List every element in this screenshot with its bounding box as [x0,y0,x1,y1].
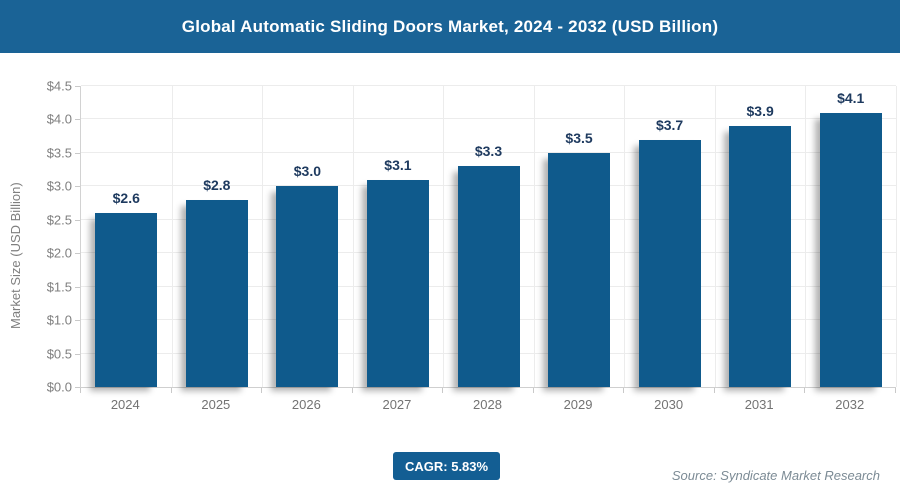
x-tick-label-2032: 2032 [835,397,865,412]
x-tick-mark [713,388,715,393]
x-tick-label-2031: 2031 [744,397,774,412]
bar-value-label-2025: $2.8 [203,176,231,193]
y-tick-label: $2.0 [46,245,72,261]
source-text: Source: Syndicate Market Research [671,468,880,483]
y-tick-label: $1.5 [46,279,72,295]
y-tick-mark [75,253,80,255]
gridline-horizontal [81,85,896,86]
x-tick-mark [623,388,625,393]
x-tick-mark [170,388,172,393]
bar-2030 [638,139,701,387]
bar-2032 [819,112,882,387]
gridline-horizontal [81,118,896,120]
x-tick-label-2026: 2026 [291,397,321,412]
bar-value-label-2030: $3.7 [655,116,684,133]
x-tick-label-2027: 2027 [382,397,412,412]
gridline-vertical [262,86,264,387]
x-tick-label-2025: 2025 [201,397,231,412]
bar-value-label-2026: $3.0 [293,163,321,180]
y-tick-mark [75,353,80,355]
bar-value-label-2028: $3.3 [474,143,503,160]
y-tick-label: $3.5 [46,145,72,161]
y-tick-label: $4.0 [46,111,72,127]
x-tick-label-2030: 2030 [654,397,684,412]
gridline-vertical [805,86,807,387]
y-axis-title: Market Size (USD Billion) [8,182,23,330]
x-tick-mark [80,388,81,393]
gridline-vertical [714,86,716,387]
y-tick-mark [75,119,80,121]
y-tick-mark [75,152,80,154]
bar-2024 [95,213,158,387]
y-tick-label: $0.5 [46,346,72,362]
x-tick-mark [804,388,806,393]
x-tick-label-2024: 2024 [110,397,140,412]
bar-value-label-2031: $3.9 [746,103,774,120]
y-tick-mark [75,320,80,322]
y-tick-label: $4.5 [46,78,72,94]
y-tick-mark [75,219,80,221]
bar-value-label-2024: $2.6 [112,190,140,207]
gridline-vertical [896,86,897,387]
y-tick-mark [75,387,80,388]
y-tick-label: $0.0 [46,379,72,395]
x-tick-mark [895,388,896,393]
bar-value-label-2029: $3.5 [565,129,593,146]
y-tick-mark [75,286,80,288]
x-tick-mark [532,388,534,393]
bar-2031 [729,126,792,387]
x-tick-mark [261,388,263,393]
chart-title-bar: Global Automatic Sliding Doors Market, 2… [0,0,900,53]
gridline-vertical [624,86,626,387]
x-tick-mark [351,388,353,393]
gridline-vertical [443,86,445,387]
y-tick-label: $1.0 [46,312,72,328]
bar-value-label-2032: $4.1 [837,89,865,106]
bar-2026 [276,186,339,387]
x-tick-mark [442,388,444,393]
y-tick-mark [75,86,80,87]
gridline-horizontal [81,151,896,153]
gridline-vertical [171,86,173,387]
bar-2027 [366,179,429,387]
bar-value-label-2027: $3.1 [384,156,412,173]
gridline-vertical [533,86,535,387]
cagr-badge: CAGR: 5.83% [393,452,501,480]
y-tick-mark [75,186,80,188]
gridline-vertical [352,86,354,387]
y-tick-label: $2.5 [46,212,72,228]
bar-2029 [548,152,611,387]
bar-2025 [185,199,248,387]
chart-title: Global Automatic Sliding Doors Market, 2… [181,16,719,36]
bar-2028 [457,166,520,387]
plot-area: $2.6 $2.8 $3.0 $3.1 $3.3 $3.5 $3.7 $3.9 $4.1 [80,85,897,388]
x-tick-label-2029: 2029 [563,397,593,412]
y-tick-label: $3.0 [46,178,72,194]
x-tick-label-2028: 2028 [473,397,502,412]
